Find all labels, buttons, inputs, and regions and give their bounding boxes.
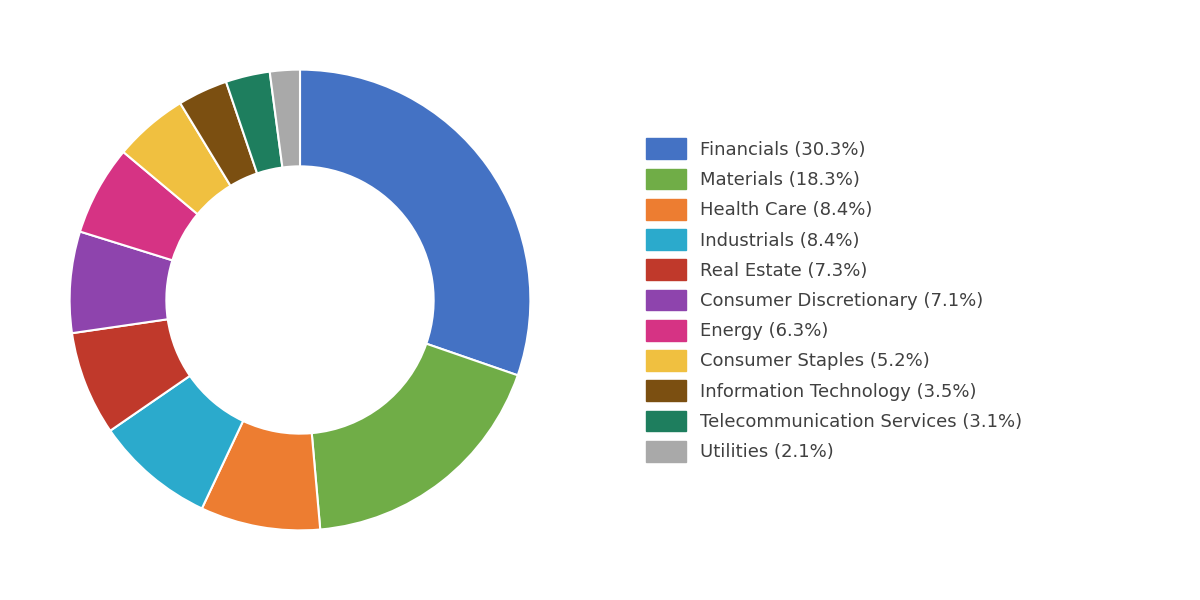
- Wedge shape: [180, 82, 257, 186]
- Wedge shape: [124, 103, 230, 214]
- Wedge shape: [110, 376, 244, 508]
- Wedge shape: [270, 70, 300, 167]
- Wedge shape: [312, 344, 517, 530]
- Wedge shape: [202, 421, 320, 530]
- Wedge shape: [80, 152, 198, 260]
- Wedge shape: [72, 319, 190, 431]
- Wedge shape: [300, 70, 530, 376]
- Wedge shape: [226, 71, 282, 173]
- Legend: Financials (30.3%), Materials (18.3%), Health Care (8.4%), Industrials (8.4%), R: Financials (30.3%), Materials (18.3%), H…: [640, 131, 1030, 469]
- Wedge shape: [70, 232, 173, 333]
